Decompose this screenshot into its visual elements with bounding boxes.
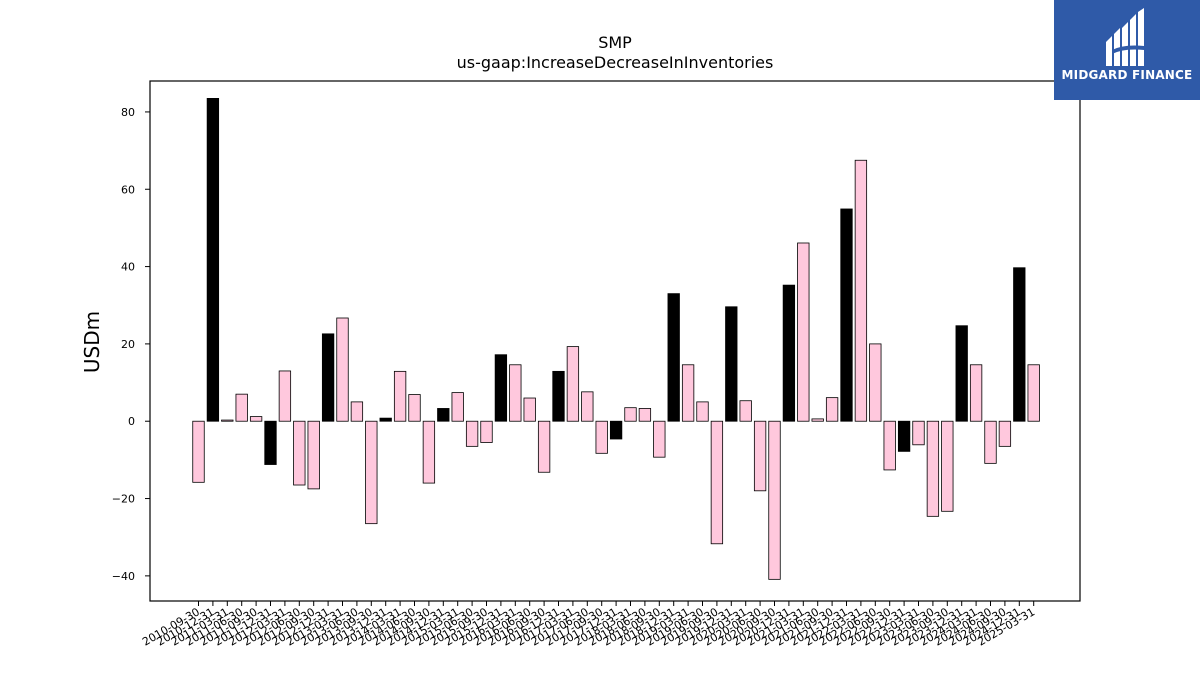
bar-2021-03-31: [797, 242, 810, 422]
y-tick-label: 40: [121, 261, 135, 274]
bars-group: [192, 98, 1040, 580]
bar-2019-09-30: [710, 420, 724, 545]
bar-2013-03-31: [336, 317, 349, 422]
x-axis-ticks: 2010-09-302010-12-312011-03-312011-06-30…: [140, 601, 1037, 649]
bar-2025-03-31: [1027, 364, 1040, 422]
bar-2015-03-31: [451, 392, 464, 422]
y-axis-label: USDm: [80, 311, 104, 373]
bar-2019-03-31: [681, 364, 695, 422]
bar-2023-06-30: [926, 420, 940, 517]
bar-2012-12-31: [321, 333, 335, 422]
bar-2011-09-30: [249, 416, 263, 422]
y-axis-ticks: −40 −20 0 20 40 60 80: [112, 106, 150, 583]
bar-2015-09-30: [480, 420, 493, 443]
bar-2024-09-30: [998, 420, 1012, 447]
bar-2018-09-30: [653, 420, 666, 458]
bar-2021-06-30: [811, 418, 824, 422]
y-tick-label: 20: [121, 338, 135, 351]
bar-2012-03-31: [278, 370, 292, 422]
bar-2013-06-30: [350, 401, 364, 422]
bar-2018-06-30: [638, 408, 652, 422]
chart-title: SMP: [598, 33, 632, 52]
bar-2010-12-31: [206, 98, 220, 422]
bar-2021-12-31: [840, 208, 853, 422]
y-tick-label: 0: [128, 415, 135, 428]
bar-2017-03-31: [566, 346, 580, 422]
logo-text: MIDGARD FINANCE: [1061, 68, 1193, 82]
bar-2013-12-31: [379, 417, 392, 422]
bar-2024-03-31: [969, 364, 983, 422]
plot-frame: [149, 80, 1081, 602]
bar-2022-12-31: [897, 420, 911, 452]
bar-2016-06-30: [523, 397, 536, 422]
bar-2023-09-30: [941, 420, 954, 512]
bar-2020-09-30: [768, 420, 781, 580]
bar-2015-12-31: [494, 354, 508, 422]
bar-2014-12-31: [437, 408, 450, 422]
bar-2020-03-31: [739, 400, 752, 422]
bar-2020-12-31: [782, 284, 796, 422]
bar-2022-03-31: [854, 159, 868, 422]
bar-2023-12-31: [955, 325, 968, 422]
y-tick-label: −20: [112, 493, 135, 506]
bar-2020-06-30: [753, 420, 767, 492]
bar-2019-12-31: [725, 306, 738, 422]
midgard-finance-logo: MIDGARD FINANCE: [1054, 0, 1200, 100]
bar-2014-06-30: [408, 394, 421, 422]
bar-2019-06-30: [696, 401, 709, 422]
bar-2024-06-30: [984, 420, 997, 464]
bar-2018-03-31: [624, 407, 637, 422]
y-tick-label: 60: [121, 183, 135, 196]
bar-2011-12-31: [264, 420, 277, 465]
bar-2016-09-30: [537, 420, 551, 473]
bar-2017-06-30: [581, 391, 594, 422]
chart-subtitle: us-gaap:IncreaseDecreaseInInventories: [457, 53, 774, 72]
bar-2016-03-31: [509, 364, 522, 422]
bar-2022-06-30: [869, 343, 882, 422]
bar-2022-09-30: [883, 420, 896, 471]
bar-2021-09-30: [825, 397, 839, 422]
y-tick-label: −40: [112, 570, 135, 583]
bar-2018-12-31: [667, 293, 680, 422]
y-tick-label: 80: [121, 106, 135, 119]
bar-2011-06-30: [235, 393, 248, 422]
bar-2013-09-30: [365, 420, 378, 525]
bar-2012-06-30: [293, 420, 306, 486]
bar-2012-09-30: [307, 420, 320, 490]
bar-2017-09-30: [595, 420, 608, 454]
bar-2017-12-31: [609, 420, 623, 440]
bar-2011-03-31: [221, 419, 234, 422]
bar-2014-09-30: [422, 420, 436, 484]
bar-2014-03-31: [393, 370, 407, 422]
midgard-logo-icon: [1106, 8, 1144, 66]
bar-2024-12-31: [1013, 267, 1026, 422]
bar-2010-09-30: [192, 420, 205, 483]
bar-2016-12-31: [552, 370, 565, 422]
bar-2023-03-31: [912, 420, 925, 446]
bar-2015-06-30: [465, 420, 479, 447]
